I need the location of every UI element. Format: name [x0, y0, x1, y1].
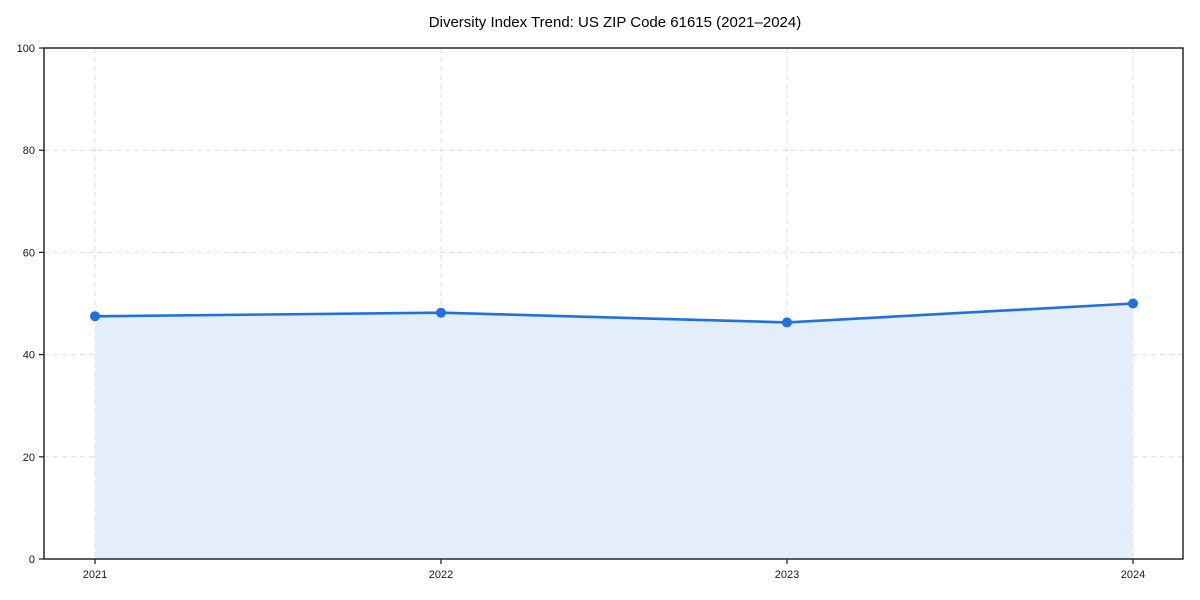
- y-tick-label: 60: [23, 247, 35, 259]
- x-tick-label: 2023: [775, 569, 799, 581]
- y-tick-label: 40: [23, 350, 35, 362]
- trend-line: [93, 302, 1135, 324]
- y-tick-label: 0: [29, 554, 35, 566]
- x-tick-label: 2024: [1121, 569, 1145, 581]
- data-point-marker: [90, 311, 100, 322]
- data-point-marker: [1128, 298, 1138, 309]
- plot-border: [43, 47, 1184, 560]
- line-layer: [93, 302, 1135, 324]
- y-tick-label: 20: [23, 452, 35, 464]
- chart-title: Diversity Index Trend: US ZIP Code 61615…: [429, 14, 801, 31]
- data-point-marker: [782, 317, 792, 328]
- area-fill: [95, 303, 1133, 559]
- area-layer: [95, 303, 1133, 559]
- data-point-marker: [436, 307, 446, 318]
- y-tick-label: 100: [17, 43, 35, 55]
- marker-layer: [90, 298, 1138, 328]
- x-tick-label: 2021: [83, 569, 107, 581]
- y-tick-label: 80: [23, 145, 35, 157]
- axes-layer: [39, 47, 1184, 564]
- label-layer: 0 20 40 60 80 100 2021 2022 2023 2024: [17, 43, 1146, 581]
- x-tick-label: 2022: [429, 569, 453, 581]
